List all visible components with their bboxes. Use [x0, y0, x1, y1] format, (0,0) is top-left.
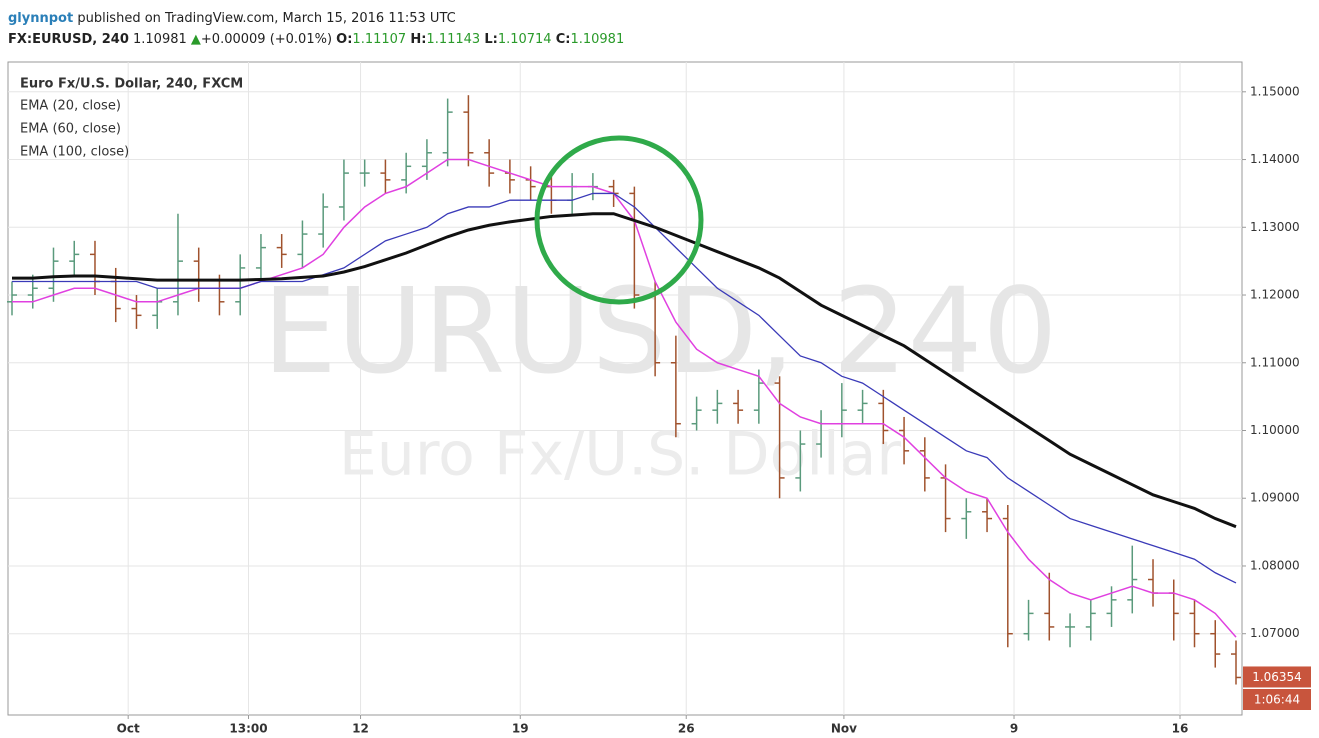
x-tick-label: 13:00	[229, 722, 267, 736]
author: glynnpot	[8, 11, 74, 26]
y-tick-label: 1.07000	[1250, 626, 1300, 640]
ohlc-label: C:	[555, 32, 571, 47]
ohlc-label: L:	[484, 32, 498, 47]
last-price-label: 1.06354	[1252, 670, 1302, 684]
x-tick-label: 12	[352, 722, 369, 736]
countdown-box	[1243, 689, 1311, 710]
legend-entry: EMA (100, close)	[20, 145, 129, 160]
y-tick-label: 1.09000	[1250, 491, 1300, 505]
legend-entry: EMA (60, close)	[20, 122, 121, 137]
x-tick-label: Nov	[831, 722, 857, 736]
x-tick-label: Oct	[117, 722, 140, 736]
ohlc-label: H:	[410, 32, 427, 47]
legend-entry: EMA (20, close)	[20, 99, 121, 114]
x-tick-label: 26	[678, 722, 695, 736]
y-tick-label: 1.15000	[1250, 84, 1300, 98]
watermark-subtitle: Euro Fx/U.S. Dollar	[339, 420, 902, 490]
x-tick-label: 16	[1172, 722, 1189, 736]
countdown: 1:06:44	[1254, 693, 1300, 707]
y-tick-label: 1.12000	[1250, 288, 1300, 302]
y-tick-label: 1.11000	[1250, 355, 1300, 369]
published: published on TradingView.com, March 15, …	[77, 11, 456, 26]
y-tick-label: 1.14000	[1250, 152, 1300, 166]
last-price-box	[1243, 666, 1311, 688]
chart-title: Euro Fx/U.S. Dollar, 240, FXCM	[20, 77, 243, 92]
symbol: FX:EURUSD, 240	[8, 32, 129, 47]
price: 1.10981	[133, 32, 187, 47]
x-tick-label: 9	[1010, 722, 1018, 736]
y-tick-label: 1.13000	[1250, 220, 1300, 234]
plot-frame	[7, 61, 1243, 716]
y-tick-label: 1.08000	[1250, 558, 1300, 572]
annotation-circle	[534, 135, 704, 305]
ema-line	[12, 192, 1237, 584]
ohlc-value: 1.10981	[570, 32, 625, 47]
publish-line: glynnpot published on TradingView.com, M…	[8, 8, 624, 29]
quote-line: FX:EURUSD, 240 1.10981 ▲+0.00009 (+0.01%…	[8, 29, 624, 50]
change: +0.00009 (+0.01%)	[200, 32, 333, 47]
ohlc-value: 1.11143	[426, 32, 481, 47]
header: glynnpot published on TradingView.com, M…	[8, 8, 624, 50]
ohlc-label: O:	[336, 32, 353, 47]
ohlc-value: 1.10714	[497, 32, 552, 47]
y-tick-label: 1.10000	[1250, 423, 1300, 437]
watermark: EURUSD, 240	[262, 262, 1057, 400]
up-arrow: ▲	[190, 32, 201, 47]
ohlc-value: 1.11107	[352, 32, 407, 47]
x-tick-label: 19	[512, 722, 529, 736]
ema-line	[12, 212, 1237, 529]
